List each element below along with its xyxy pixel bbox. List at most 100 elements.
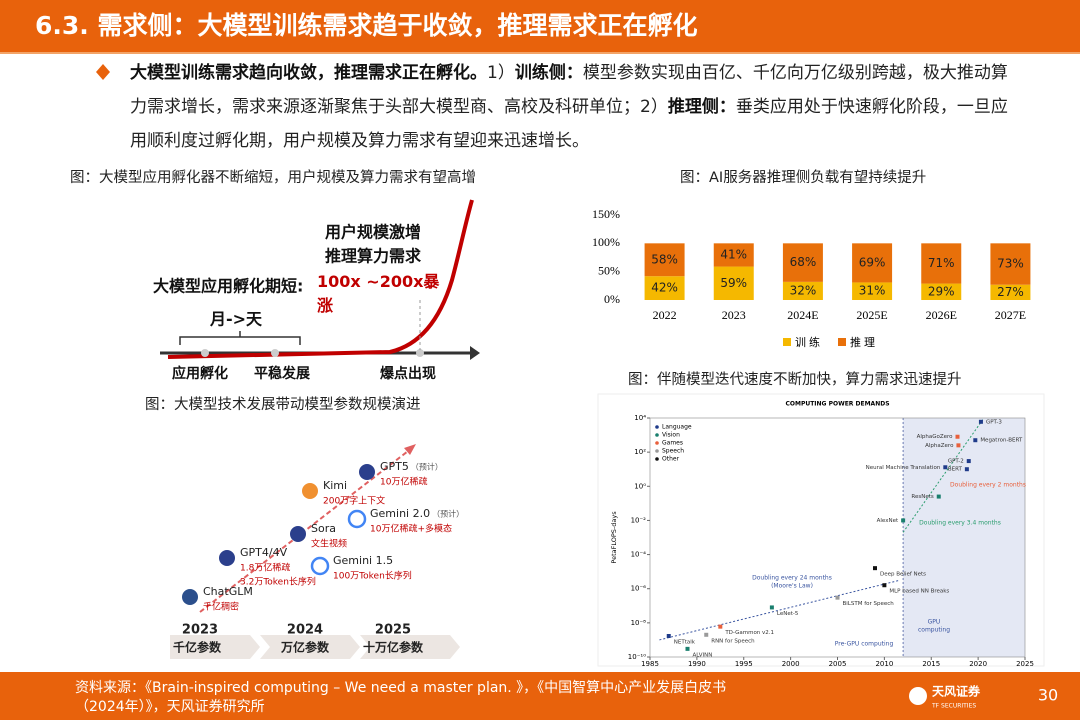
- point: [936, 494, 941, 499]
- data-label: 29%: [928, 284, 955, 298]
- point-label: RNN for Speech: [711, 638, 755, 644]
- y-tick-label: 10⁻⁸: [631, 619, 647, 627]
- source: （2024年）》，天风证券研究所: [75, 699, 265, 715]
- bar-segment: [713, 243, 754, 267]
- label: 大模型应用孵化期短:: [153, 277, 303, 296]
- x-tick-label: 2025E: [856, 308, 887, 322]
- curve: [167, 199, 474, 359]
- data-label: 31%: [859, 284, 886, 298]
- annotation: (Moore's Law): [771, 583, 813, 590]
- model-name: GPT4/4V: [240, 546, 288, 559]
- caption: 图：AI服务器推理侧负载有望持续提升: [680, 169, 926, 186]
- caption: 图：大模型技术发展带动模型参数规模演进: [145, 396, 421, 413]
- y-axis-label: PetaFLOPS-days: [610, 511, 618, 564]
- legend-swatch: [838, 338, 846, 346]
- point: [955, 434, 960, 439]
- legend-label: Other: [662, 456, 680, 463]
- logo: 天风证券: [932, 684, 981, 699]
- point: [718, 624, 723, 629]
- point-label: AlexNet: [877, 518, 899, 524]
- point: [973, 438, 978, 443]
- model-note: 10万亿稀疏+多模态: [370, 523, 452, 535]
- model-icon: [182, 589, 198, 605]
- legend-label: Language: [662, 424, 692, 431]
- point: [685, 646, 690, 651]
- x-tick-label: 2015: [922, 660, 940, 668]
- data-label: 59%: [720, 276, 747, 290]
- scale: 万亿参数: [280, 640, 330, 655]
- stage: 平稳发展: [254, 365, 310, 382]
- point-label: Deep Belief Nets: [880, 572, 926, 578]
- bar-segment: [644, 243, 685, 277]
- point: [882, 583, 887, 588]
- data-label: 42%: [651, 281, 678, 295]
- label: 用户规模激增: [325, 223, 421, 242]
- bar-segment: [644, 276, 685, 300]
- dot: [271, 349, 279, 357]
- point: [943, 465, 948, 470]
- legend-label: Speech: [662, 448, 684, 455]
- legend-label: Games: [662, 440, 683, 447]
- surge-box: 100x ~200x暴涨: [317, 272, 440, 315]
- x-tick-label: 2023: [722, 308, 746, 322]
- dot: [201, 349, 209, 357]
- model-icon: [310, 556, 330, 576]
- surge: 100x ~200x暴涨: [317, 272, 440, 315]
- text-run: 大模型训练需求趋向收敛，推理需求正在孵化。: [130, 63, 487, 83]
- model-name: Gemini 2.0: [370, 507, 430, 520]
- bar-segment: [782, 243, 823, 282]
- legend-label: 推理: [850, 335, 878, 349]
- year: 2025: [375, 623, 411, 638]
- y-tick-label: 150%: [592, 207, 620, 221]
- bracket: [179, 331, 301, 345]
- annotation: Doubling every 3.4 months: [919, 520, 1001, 527]
- point-label: GPT-2: [948, 459, 964, 465]
- model-note: 文生视频: [311, 538, 347, 550]
- data-label: 58%: [651, 252, 678, 266]
- annotation: GPU: [928, 619, 941, 626]
- data-label: 41%: [720, 247, 747, 261]
- model-icon: [347, 509, 367, 529]
- scale: 十万亿参数: [363, 640, 424, 655]
- label: 推理算力需求: [325, 247, 422, 266]
- legend-marker: [655, 433, 659, 437]
- legend-marker: [655, 457, 659, 461]
- point: [835, 595, 840, 600]
- arrow: [404, 444, 416, 455]
- label: 月->天: [209, 310, 263, 329]
- bar-segment: [921, 283, 962, 300]
- y-tick-label: 0%: [604, 292, 620, 306]
- point: [956, 443, 961, 448]
- model-name: Kimi: [323, 479, 347, 492]
- x-tick-label: 2027E: [995, 308, 1026, 322]
- model-name: Sora: [311, 522, 336, 535]
- point: [704, 632, 709, 637]
- model-tag: （预计）: [411, 462, 443, 472]
- text-run: 1）: [487, 63, 515, 83]
- bar-segment: [921, 243, 962, 284]
- model-note: 100万Token长序列: [333, 570, 412, 582]
- bullet-icon: [96, 64, 110, 80]
- y-tick-label: 10⁻²: [631, 516, 647, 524]
- annotation: Pre-GPU computing: [835, 641, 894, 648]
- data-label: 32%: [790, 283, 817, 297]
- stage: 爆点出现: [380, 365, 436, 382]
- legend-label: 训练: [795, 335, 823, 349]
- point: [769, 605, 774, 610]
- bar-segment: [852, 243, 893, 283]
- point-label: Neural Machine Translation: [866, 465, 941, 471]
- y-tick-label: 10⁻¹⁰: [628, 653, 646, 661]
- year: 2024: [287, 623, 323, 638]
- legend-marker: [655, 449, 659, 453]
- point: [964, 467, 969, 472]
- trend: [659, 580, 899, 641]
- footer-bar: [0, 672, 1080, 720]
- point: [978, 419, 983, 424]
- header-bar: [0, 0, 1080, 52]
- y-tick-label: 100%: [592, 235, 620, 249]
- text-run: 2）: [640, 97, 668, 117]
- bar-segment: [782, 281, 823, 300]
- bar-segment: [852, 282, 893, 300]
